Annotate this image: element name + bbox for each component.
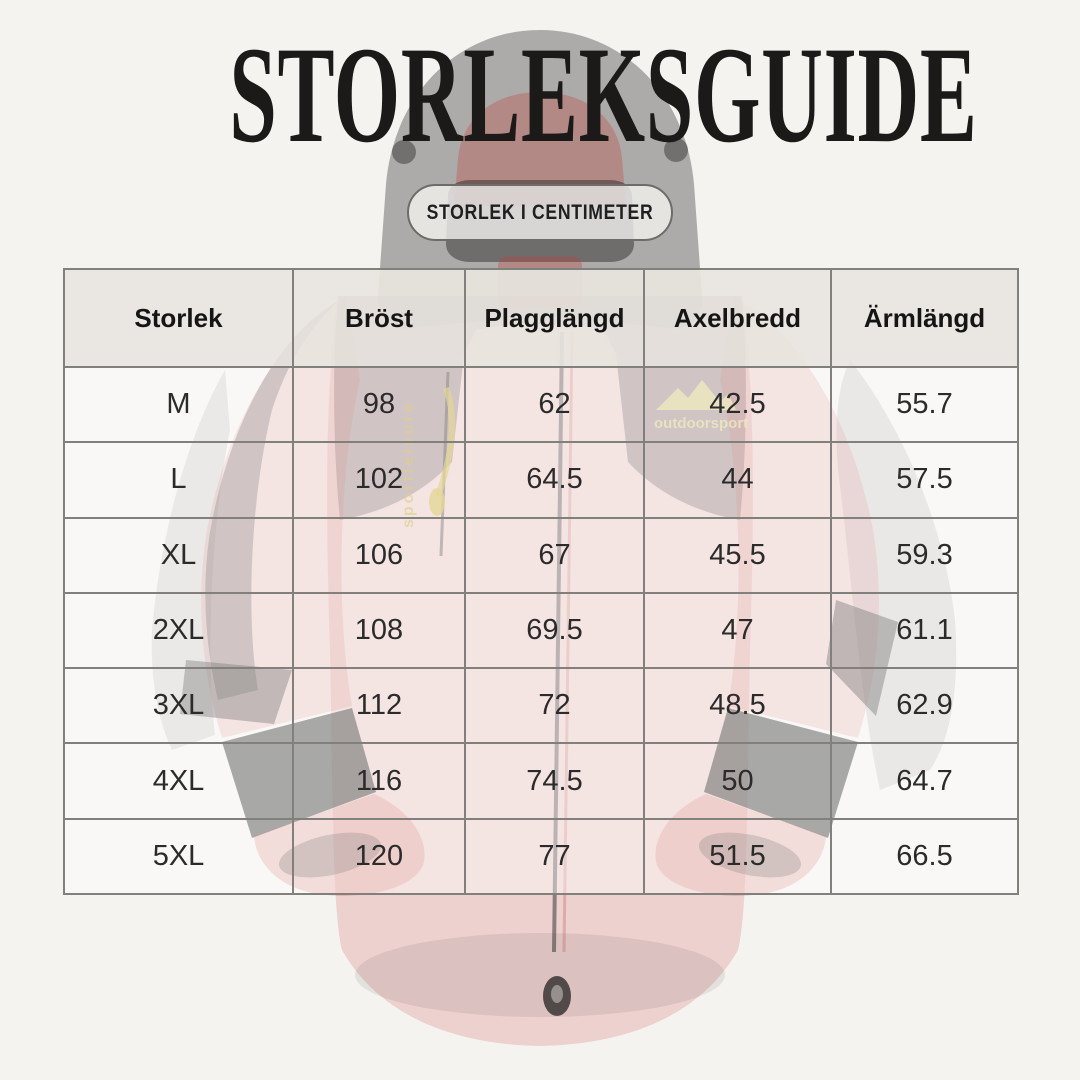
jacket-hem-shadow — [355, 933, 725, 1017]
cell-value: 61.1 — [830, 591, 1019, 670]
cell-value: 62 — [464, 365, 645, 444]
cell-value: 50 — [643, 742, 832, 820]
cell-size: 3XL — [63, 667, 294, 745]
table-row: 4XL 116 74.5 50 64.7 — [63, 742, 1019, 820]
hood-drawcord-right — [664, 138, 688, 162]
unit-badge-label: STORLEK I CENTIMETER — [426, 200, 654, 224]
cell-value: 106 — [292, 516, 466, 594]
cell-value: 77 — [464, 817, 645, 896]
jacket-hood — [377, 30, 703, 329]
table-row: 2XL 108 69.5 47 61.1 — [63, 591, 1019, 670]
cell-value: 108 — [292, 591, 466, 670]
cell-value: 59.3 — [830, 516, 1019, 594]
cell-value: 74.5 — [464, 742, 645, 820]
cell-value: 116 — [292, 742, 466, 820]
column-header-armlangd: Ärmlängd — [830, 268, 1019, 368]
cell-value: 62.9 — [830, 667, 1019, 745]
table-row: 3XL 112 72 48.5 62.9 — [63, 667, 1019, 745]
table-row: L 102 64.5 44 57.5 — [63, 441, 1019, 519]
cell-size: M — [63, 365, 294, 444]
column-header-axelbredd: Axelbredd — [643, 268, 832, 368]
cell-value: 44 — [643, 441, 832, 519]
unit-badge: STORLEK I CENTIMETER — [407, 184, 673, 241]
jacket-hood-lining — [454, 92, 626, 206]
cell-value: 102 — [292, 441, 466, 519]
cell-value: 48.5 — [643, 667, 832, 745]
cell-value: 66.5 — [830, 817, 1019, 896]
cell-size: L — [63, 441, 294, 519]
table-row: XL 106 67 45.5 59.3 — [63, 516, 1019, 594]
cell-value: 67 — [464, 516, 645, 594]
table-row: 5XL 120 77 51.5 66.5 — [63, 817, 1019, 896]
cell-value: 72 — [464, 667, 645, 745]
hood-drawcord-left — [392, 140, 416, 164]
page-title: STORLEKSGUIDE — [229, 18, 978, 171]
cell-value: 45.5 — [643, 516, 832, 594]
cell-value: 55.7 — [830, 365, 1019, 444]
cell-size: XL — [63, 516, 294, 594]
cell-size: 4XL — [63, 742, 294, 820]
cell-size: 2XL — [63, 591, 294, 670]
cell-value: 42.5 — [643, 365, 832, 444]
cell-size: 5XL — [63, 817, 294, 896]
cell-value: 47 — [643, 591, 832, 670]
cell-value: 98 — [292, 365, 466, 444]
cell-value: 69.5 — [464, 591, 645, 670]
cell-value: 112 — [292, 667, 466, 745]
column-header-storlek: Storlek — [63, 268, 294, 368]
column-header-brost: Bröst — [292, 268, 466, 368]
size-table: Storlek Bröst Plagglängd Axelbredd Ärmlä… — [63, 268, 1019, 896]
cell-value: 64.5 — [464, 441, 645, 519]
table-row: M 98 62 42.5 55.7 — [63, 365, 1019, 444]
hem-toggle-inner — [551, 985, 563, 1003]
column-header-plagglangd: Plagglängd — [464, 268, 645, 368]
cell-value: 51.5 — [643, 817, 832, 896]
cell-value: 64.7 — [830, 742, 1019, 820]
header-row: Storlek Bröst Plagglängd Axelbredd Ärmlä… — [63, 268, 1019, 368]
cell-value: 120 — [292, 817, 466, 896]
cell-value: 57.5 — [830, 441, 1019, 519]
